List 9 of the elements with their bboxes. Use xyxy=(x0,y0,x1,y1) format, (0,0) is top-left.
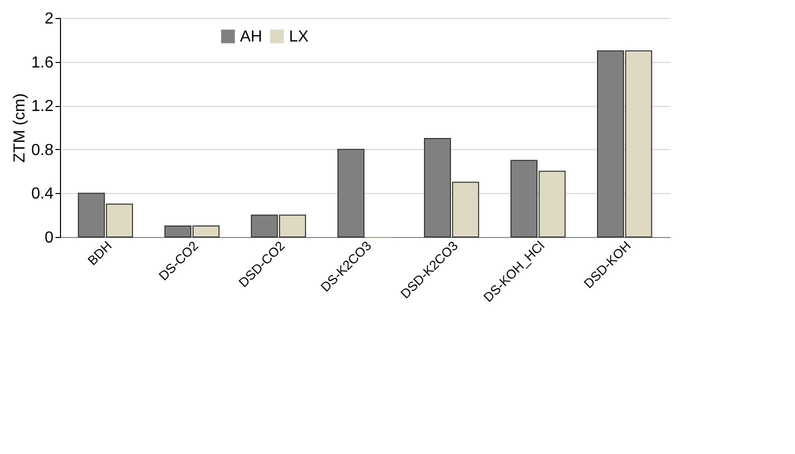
y-tick-label: 0.8 xyxy=(31,142,54,159)
y-tick-label: 0.4 xyxy=(31,186,54,203)
legend-label: AH xyxy=(240,28,262,46)
y-axis-title: ZTM (cm) xyxy=(11,93,28,163)
y-tick-label: 0 xyxy=(44,230,54,246)
y-tick-label: 2 xyxy=(44,10,54,28)
legend-label: LX xyxy=(289,28,309,46)
y-tick-label: 1.6 xyxy=(31,54,54,72)
y-tick-label: 1.2 xyxy=(31,98,54,116)
